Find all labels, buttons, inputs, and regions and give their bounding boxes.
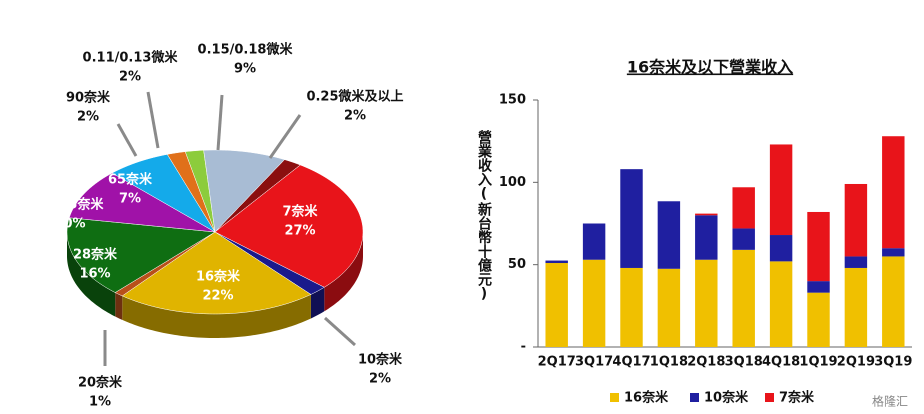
slice-side — [310, 287, 325, 319]
pie-slice — [203, 149, 285, 233]
pie-slice — [68, 172, 216, 233]
slice-label: 0.15/0.18微米 — [198, 42, 294, 58]
watermark: 格隆汇 — [872, 394, 908, 409]
legend-label: 16奈米 — [624, 390, 669, 406]
pie-slice — [214, 159, 301, 233]
slice-label: 40/45奈米 — [37, 197, 105, 213]
x-tick-label: 4Q17 — [612, 355, 650, 370]
bar — [620, 169, 643, 268]
x-tick-label: 1Q18 — [650, 355, 688, 370]
bar — [695, 259, 718, 347]
slice-value-label: 2% — [344, 109, 366, 124]
slice-value-label: 2% — [77, 110, 99, 125]
slice-label: 0.25微米及以上 — [306, 89, 403, 105]
slice-value-label: 9% — [234, 62, 256, 77]
y-tick-label: - — [521, 340, 526, 355]
bar — [844, 183, 868, 257]
leader-line — [146, 91, 160, 149]
slice-value-label: 1% — [89, 395, 111, 410]
x-tick-label: 2Q18 — [687, 355, 725, 370]
slice-label: 28奈米 — [73, 247, 118, 263]
bar — [732, 249, 755, 347]
slice-side — [115, 292, 123, 320]
legend-label: 10奈米 — [704, 390, 749, 406]
bar — [582, 259, 606, 347]
x-tick-label: 1Q19 — [799, 355, 837, 370]
slice-label: 65奈米 — [108, 172, 153, 188]
bar — [545, 263, 568, 347]
slice-value-label: 7% — [119, 192, 141, 207]
pie-slice — [214, 164, 364, 288]
bar — [769, 261, 793, 347]
legend-swatch — [765, 393, 774, 402]
bar — [844, 267, 868, 347]
x-tick-label: 2Q17 — [538, 355, 576, 370]
bar — [695, 215, 718, 260]
slice-value-label: 2% — [119, 70, 141, 85]
slice-side — [122, 294, 311, 338]
bar — [695, 213, 718, 216]
leader-line — [268, 114, 302, 159]
leader-line — [216, 94, 224, 151]
x-tick-label: 2Q19 — [837, 355, 875, 370]
bar — [732, 187, 755, 229]
bar — [732, 228, 755, 250]
y-tick-label: 50 — [508, 257, 526, 272]
bar — [807, 281, 830, 293]
slice-label: 20奈米 — [78, 375, 123, 391]
slice-label: 16奈米 — [196, 269, 241, 285]
slice-value-label: 2% — [369, 372, 391, 387]
slice-side — [324, 232, 363, 312]
y-tick-label: 150 — [499, 93, 526, 108]
x-tick-label: 4Q18 — [762, 355, 800, 370]
slice-label: 10奈米 — [358, 352, 403, 368]
slice-value-label: 16% — [79, 267, 110, 282]
slice-value-label: 10% — [54, 217, 85, 232]
x-tick-label: 3Q18 — [725, 355, 763, 370]
bar — [882, 248, 905, 257]
pie-slice — [214, 231, 325, 295]
chart-title: 16奈米及以下營業收入 — [627, 58, 793, 77]
bar — [807, 211, 830, 282]
leader-line — [323, 316, 357, 347]
x-tick-label: 3Q17 — [575, 355, 613, 370]
bar — [545, 260, 568, 264]
slice-value-label: 22% — [202, 289, 233, 304]
pie-slice — [111, 154, 216, 233]
slice-label: 0.11/0.13微米 — [83, 50, 179, 66]
bar — [620, 267, 643, 347]
bar — [769, 144, 793, 236]
x-tick-label: 3Q19 — [874, 355, 912, 370]
leader-line — [116, 123, 138, 157]
bar — [844, 256, 868, 268]
legend-label: 7奈米 — [779, 390, 815, 406]
bar — [657, 268, 681, 347]
pie-slice — [166, 151, 216, 233]
pie-slice — [121, 231, 312, 315]
bar — [769, 235, 793, 262]
pie-slice — [66, 217, 216, 293]
y-tick-label: 100 — [499, 175, 526, 190]
bar — [882, 136, 905, 249]
slice-label: 7奈米 — [282, 204, 318, 220]
legend-swatch — [690, 393, 699, 402]
bar — [882, 256, 905, 347]
slice-value-label: 27% — [284, 224, 315, 239]
bar — [807, 292, 830, 347]
slice-label: 90奈米 — [66, 90, 111, 106]
legend-swatch — [610, 393, 619, 402]
y-axis-label: 營業收入(新台幣十億元) — [476, 129, 493, 302]
bar — [582, 223, 606, 260]
pie-slice — [184, 149, 216, 233]
slice-side — [67, 232, 116, 317]
bar — [657, 201, 681, 269]
